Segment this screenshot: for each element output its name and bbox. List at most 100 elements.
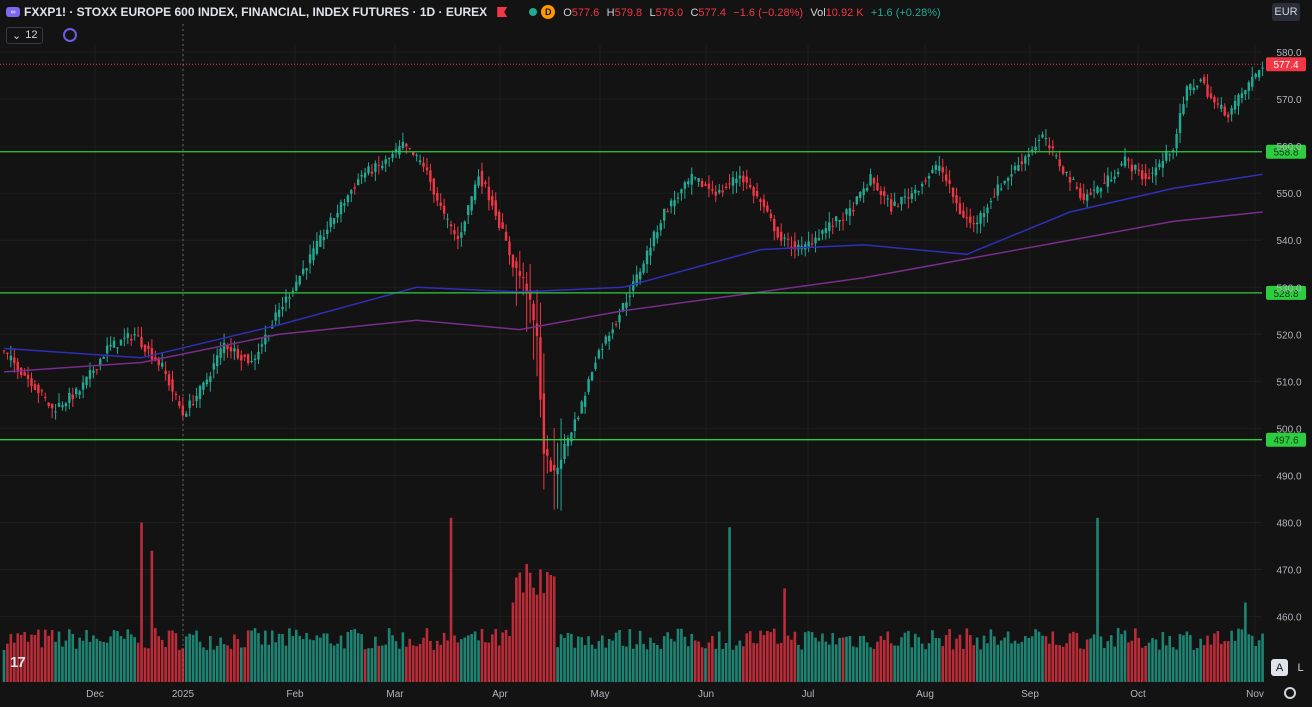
candle-body [195,395,198,402]
candle-body [356,179,360,186]
candle-body [938,165,941,171]
candle-body [515,261,518,269]
candle-body [1189,84,1192,90]
volume-bar [16,633,20,682]
candle-body [136,335,140,337]
volume-bar [786,635,790,682]
delayed-badge: D [541,5,556,19]
candle-body [1257,70,1261,78]
symbol-title[interactable]: FXXP1! · STOXX EUROPE 600 INDEX, FINANCI… [24,5,488,19]
log-scale-button[interactable]: L [1297,661,1304,674]
level-label: 558.8 [1273,148,1298,159]
tradingview-logo-icon[interactable]: 17 [10,654,26,671]
x-tick-label: Sep [1021,689,1039,700]
volume-bar [294,629,298,682]
volume-bar [380,645,384,682]
volume-bar [325,633,329,682]
volume-bar [274,642,277,682]
candle-body [546,448,549,456]
candle-body [1041,134,1044,138]
volume-bar [202,647,205,682]
volume-bar [573,647,577,682]
candle-body [308,254,312,264]
auto-scale-button[interactable]: A [1271,659,1288,676]
gear-icon[interactable] [1284,687,1296,699]
candle-body [456,235,460,240]
candle-body [594,362,597,370]
candle-body [666,211,669,213]
candle-body [405,143,408,147]
candle-body [834,216,838,222]
flag-icon[interactable] [497,7,508,17]
candle-body [222,342,226,354]
candle-body [16,361,19,372]
candle-body [329,217,332,228]
candle-body [346,195,350,203]
candle-body [1058,159,1061,167]
volume-bar [102,641,106,682]
volume-bar [570,633,573,682]
candle-body [718,190,721,193]
candle-body [64,403,68,407]
volume-bar [955,638,958,682]
candle-body [889,199,893,212]
volume-bar [494,628,498,682]
candle-body [219,348,222,358]
volume-bar [181,648,185,682]
candle-body [700,180,704,187]
volume-bar [50,629,54,682]
indicator-toggle[interactable]: ⌄ 12 [6,26,44,44]
candle-body [504,231,508,241]
volume-bar [460,639,463,682]
volume-bar [614,632,618,682]
volume-bar [288,628,291,682]
candle-body [243,354,246,357]
volume-bar [865,642,869,682]
candle-body [226,344,229,350]
volume-bar [260,644,264,682]
candle-body [284,296,288,303]
candle-body [982,213,986,218]
volume-bar [105,642,109,682]
y-tick-label: 480.0 [1276,519,1301,530]
candle-body [491,195,494,206]
x-tick-label: Nov [1246,689,1264,700]
candle-body [1185,86,1189,101]
candle-body [1075,186,1079,189]
candle-body [583,395,587,407]
x-tick-label: Jun [698,689,714,700]
currency-button[interactable]: EUR [1272,3,1300,21]
volume-bar [999,640,1003,682]
volume-bar [669,638,673,682]
volume-bar [755,643,759,682]
volume-bar [33,634,37,682]
volume-bar [1164,645,1168,682]
candle-body [181,405,185,416]
candle-body [130,338,133,341]
y-tick-label: 520.0 [1276,330,1301,341]
volume-bar [745,633,749,682]
candle-body [164,370,167,375]
candle-body [934,164,938,170]
candle-body [1199,79,1202,82]
volume-bar [827,644,831,682]
volume-bar [257,633,260,682]
y-tick-label: 560.0 [1276,142,1301,153]
volume-bar [807,631,810,682]
candle-body [374,163,377,172]
volume-bar [862,635,865,682]
volume-bar [834,644,838,682]
volume-bar [1219,643,1223,682]
volume-bar [109,636,112,682]
candle-body [573,419,577,431]
x-tick-label: Oct [1130,689,1146,700]
volume-bar [528,572,532,682]
candle-body [415,154,418,156]
candle-body [1110,179,1113,182]
x-tick-label: Dec [86,689,104,700]
candle-body [869,174,872,186]
volume-bar [824,641,828,682]
volume-bar [1195,648,1199,682]
volume-bar [57,631,61,682]
